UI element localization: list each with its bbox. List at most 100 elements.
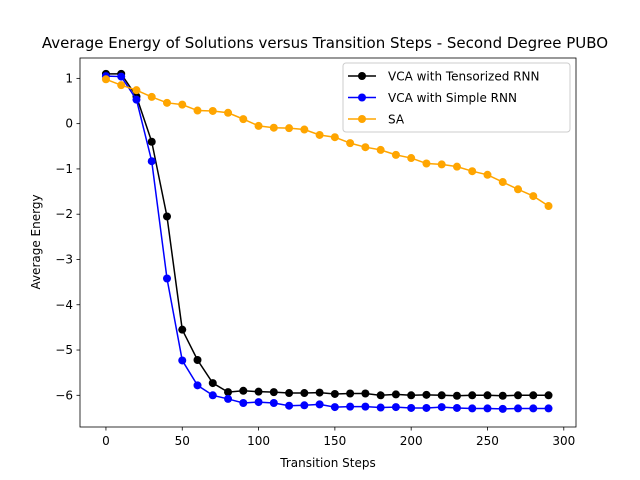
legend-marker <box>358 93 366 102</box>
data-point <box>346 389 355 398</box>
data-point <box>544 202 553 211</box>
series-sa <box>101 75 553 211</box>
plot-area <box>79 57 577 428</box>
data-point <box>254 121 263 130</box>
data-point <box>300 389 309 398</box>
data-point <box>407 391 416 400</box>
data-point <box>162 212 171 221</box>
x-tick-label: 150 <box>323 434 346 448</box>
data-point <box>285 401 294 410</box>
data-point <box>376 403 385 412</box>
data-point <box>452 403 461 412</box>
legend-item: VCA with Tensorized RNN <box>348 70 539 84</box>
series-vca-with-tensorized-rnn <box>101 69 553 400</box>
legend-label: VCA with Simple RNN <box>388 91 517 105</box>
x-tick-label: 300 <box>552 434 575 448</box>
data-point <box>162 98 171 107</box>
data-point <box>101 75 110 84</box>
data-point <box>361 143 370 152</box>
y-tick-label: −2 <box>55 207 73 221</box>
legend-label: SA <box>388 113 405 127</box>
data-point <box>468 391 477 400</box>
legend-item: VCA with Simple RNN <box>348 91 517 105</box>
data-point <box>376 145 385 154</box>
data-point <box>483 404 492 413</box>
x-tick-label: 200 <box>400 434 423 448</box>
y-tick-label: −6 <box>55 388 73 402</box>
data-point <box>300 125 309 134</box>
data-point <box>147 157 156 166</box>
data-point <box>498 404 507 413</box>
data-point <box>117 81 126 90</box>
y-tick-label: −4 <box>55 298 73 312</box>
data-point <box>254 398 263 407</box>
data-point <box>193 381 202 390</box>
data-point <box>361 389 370 398</box>
data-point <box>346 402 355 411</box>
data-point <box>422 390 431 399</box>
series-layer <box>101 69 553 413</box>
data-point <box>376 391 385 400</box>
data-point <box>178 356 187 365</box>
data-point <box>239 386 248 395</box>
data-point <box>193 355 202 364</box>
data-point <box>361 402 370 411</box>
y-tick-label: 0 <box>65 117 73 131</box>
data-point <box>208 106 217 115</box>
y-axis-label: Average Energy <box>29 194 43 289</box>
data-point <box>178 100 187 109</box>
data-point <box>468 404 477 413</box>
data-point <box>300 401 309 410</box>
data-point <box>224 394 233 403</box>
data-point <box>117 72 126 81</box>
legend-marker <box>358 115 366 123</box>
legend-marker <box>358 72 366 80</box>
data-point <box>422 159 431 168</box>
legend-item: SA <box>348 113 405 127</box>
data-point <box>498 391 507 400</box>
data-point <box>315 130 324 139</box>
data-point <box>407 154 416 163</box>
data-point <box>514 404 523 413</box>
data-point <box>346 139 355 148</box>
data-point <box>437 160 446 169</box>
legend-label: VCA with Tensorized RNN <box>388 70 539 84</box>
data-point <box>315 388 324 397</box>
series-vca-with-simple-rnn <box>101 72 553 413</box>
data-point <box>468 167 477 176</box>
y-tick-label: 1 <box>65 71 73 85</box>
data-point <box>178 325 187 334</box>
y-tick-label: −5 <box>55 343 73 357</box>
data-point <box>529 404 538 413</box>
data-point <box>132 95 141 104</box>
data-point <box>544 391 553 400</box>
data-point <box>391 390 400 399</box>
data-point <box>483 170 492 179</box>
data-point <box>269 388 278 397</box>
x-tick-label: 250 <box>476 434 499 448</box>
data-point <box>407 403 416 412</box>
data-point <box>330 403 339 412</box>
data-point <box>147 92 156 101</box>
data-point <box>529 192 538 201</box>
data-point <box>132 86 141 95</box>
legend: VCA with Tensorized RNN VCA with Simple R… <box>342 62 571 133</box>
data-point <box>391 403 400 412</box>
data-point <box>269 123 278 132</box>
axis-ticks: 0 50 100 150 200 250 300 1 0 −1 −2 −3 −4 −5 −6 <box>55 71 575 448</box>
data-point <box>208 379 217 388</box>
data-point <box>285 389 294 398</box>
data-point <box>285 124 294 133</box>
x-tick-label: 50 <box>175 434 190 448</box>
data-point <box>437 391 446 400</box>
data-point <box>452 391 461 400</box>
data-point <box>224 388 233 397</box>
x-tick-label: 100 <box>247 434 270 448</box>
legend-box <box>342 62 571 133</box>
data-point <box>193 106 202 115</box>
data-point <box>330 389 339 398</box>
data-point <box>269 399 278 408</box>
data-point <box>422 403 431 412</box>
data-point <box>224 108 233 117</box>
